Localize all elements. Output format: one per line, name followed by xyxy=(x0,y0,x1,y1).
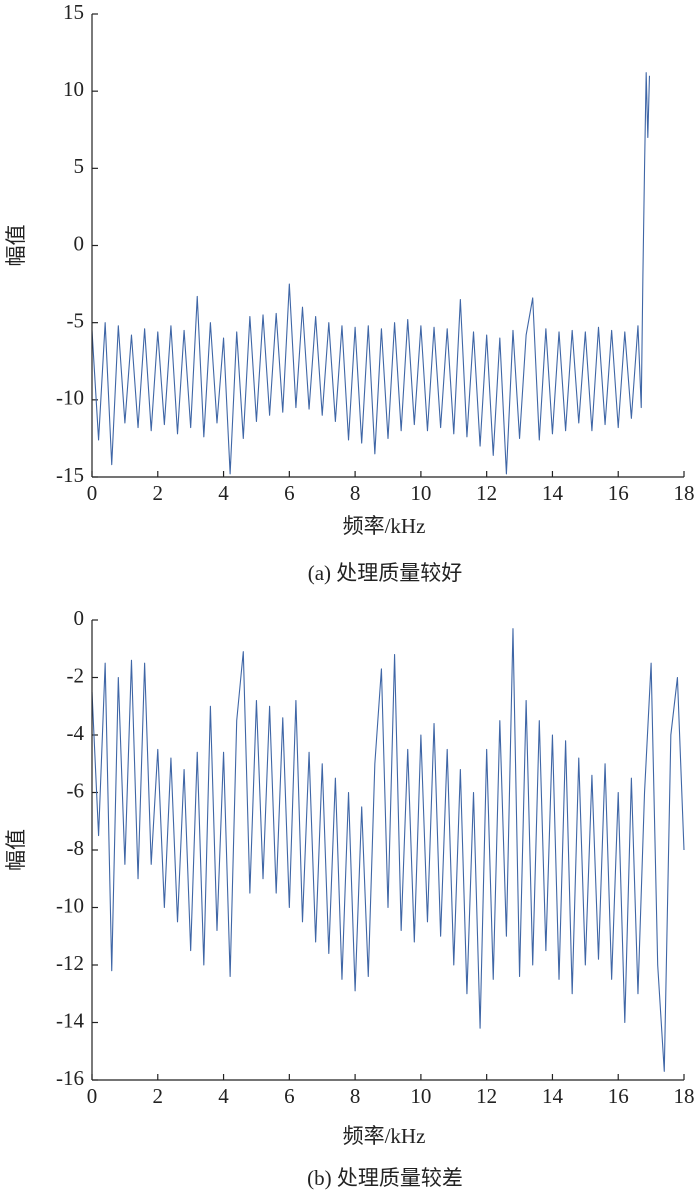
x-tick-label: 12 xyxy=(476,1084,497,1108)
x-tick-label: 16 xyxy=(608,1084,629,1108)
x-tick-label: 8 xyxy=(350,1084,361,1108)
y-tick-label: 0 xyxy=(74,231,85,255)
x-tick-label: 18 xyxy=(674,1084,695,1108)
x-tick-label: 6 xyxy=(284,1084,295,1108)
x-tick-label: 2 xyxy=(153,481,164,505)
x-tick-label: 18 xyxy=(674,481,695,505)
x-tick-label: 14 xyxy=(542,481,564,505)
y-tick-label: -16 xyxy=(56,1066,84,1090)
x-axis-label: 频率/kHz xyxy=(343,514,426,538)
y-tick-label: -8 xyxy=(67,836,85,860)
y-tick-label: 15 xyxy=(63,0,84,24)
x-tick-label: 4 xyxy=(218,481,229,505)
caption: (a) 处理质量较好 xyxy=(308,561,463,585)
y-tick-label: -6 xyxy=(67,778,85,802)
x-tick-label: 0 xyxy=(87,481,98,505)
y-tick-label: -4 xyxy=(67,721,85,745)
x-tick-label: 16 xyxy=(608,481,629,505)
caption: (b) 处理质量较差 xyxy=(307,1166,463,1190)
y-axis-label: 幅值 xyxy=(4,225,28,267)
data-line xyxy=(91,72,651,475)
y-tick-label: 5 xyxy=(74,154,85,178)
x-tick-label: 2 xyxy=(153,1084,164,1108)
x-tick-label: 8 xyxy=(350,481,361,505)
y-tick-label: -10 xyxy=(56,893,84,917)
y-tick-label: -12 xyxy=(56,951,84,975)
y-axis-label: 幅值 xyxy=(4,829,28,871)
y-tick-label: -2 xyxy=(67,663,85,687)
y-tick-label: -14 xyxy=(56,1008,84,1032)
x-tick-label: 14 xyxy=(542,1084,564,1108)
x-tick-label: 10 xyxy=(410,1084,431,1108)
x-tick-label: 10 xyxy=(410,481,431,505)
y-tick-label: 0 xyxy=(74,606,85,630)
x-tick-label: 4 xyxy=(218,1084,229,1108)
x-tick-label: 12 xyxy=(476,481,497,505)
y-tick-label: 10 xyxy=(63,77,84,101)
x-tick-label: 6 xyxy=(284,481,295,505)
data-line xyxy=(91,628,685,1072)
x-tick-label: 0 xyxy=(87,1084,98,1108)
y-tick-label: -10 xyxy=(56,386,84,410)
x-axis-label: 频率/kHz xyxy=(343,1124,426,1148)
y-tick-label: -15 xyxy=(56,463,84,487)
y-tick-label: -5 xyxy=(67,308,85,332)
